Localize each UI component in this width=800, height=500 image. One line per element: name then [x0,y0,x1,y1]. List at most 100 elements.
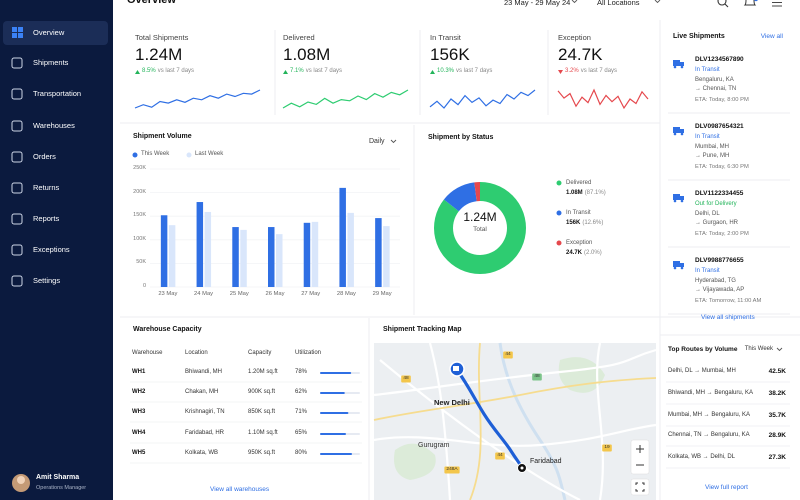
nav-icon [12,27,17,32]
map-road [428,342,452,500]
road-badge-label: 48 [403,375,409,381]
truck-wheel [673,65,677,69]
nav-item[interactable]: Overview [33,28,65,37]
route-volume: 28.9K [768,432,786,439]
view-all-shipments-link[interactable]: View all shipments [701,314,755,321]
bar [232,227,239,287]
truck-icon [680,196,684,200]
nav-item[interactable]: Transportation [33,89,82,98]
zoom-in-icon[interactable] [636,445,644,453]
shipment-status: In Transit [695,134,720,140]
fullscreen-control[interactable] [630,478,650,496]
table-cell: 850K sq.ft [248,409,276,415]
nav-icon [11,244,23,256]
panel-title: Top Routes by Volume [668,346,738,353]
table-cell: WH2 [132,389,146,395]
chevron-icon [571,0,578,4]
table-cell: 1.10M sq.ft [248,430,278,436]
search-icon[interactable] [717,0,727,6]
bar [375,218,382,287]
shipment-id[interactable]: DLV9988776655 [695,257,744,264]
bar [347,212,354,287]
nav-item[interactable]: Shipments [33,58,69,67]
date-range-select[interactable]: 23 May - 29 May 24 [504,0,571,7]
column-header: Capacity [248,350,272,356]
kpi-change: 7.1% vs last 7 days [290,68,342,75]
table-cell: Kolkata, WB [185,450,219,456]
nav-icon [11,182,23,194]
sparkline [134,89,261,109]
view-full-report-link[interactable]: View full report [705,484,748,491]
notification-icon[interactable] [743,0,757,6]
nav-icon [11,120,23,132]
period-select[interactable]: This Week [744,346,773,352]
map-road [596,342,604,500]
period-select[interactable]: Daily [369,138,385,145]
kpi-change: 3.2% vs last 7 days [565,68,617,75]
nav-item[interactable]: Returns [33,183,60,192]
route-origin-truck [453,366,459,371]
sparkline [429,89,536,109]
route-volume: 35.7K [768,412,786,419]
legend-marker [556,180,562,186]
chevron-icon [390,139,397,144]
shipment-id[interactable]: DLV1234567890 [695,56,744,63]
x-tick-label: 25 May [229,291,249,297]
shipment-eta: ETA: Today, 6:30 PM [695,164,749,170]
location-select[interactable]: All Locations [597,0,640,7]
shipment-id[interactable]: DLV0987654321 [695,123,744,130]
map-river [498,342,567,500]
nav-item[interactable]: Reports [33,214,60,223]
map-place-label: New Delhi [434,398,470,407]
route-destination-dot [520,466,524,470]
truck-icon [673,261,680,267]
nav-item[interactable]: Exceptions [33,245,70,254]
road-badge [532,373,542,381]
x-tick-label: 29 May [372,291,392,297]
shipment-destination: → Pune, MH [695,153,730,159]
truck-wheel [680,65,684,69]
table-cell: 900K sq.ft [248,389,276,395]
zoom-control[interactable] [630,439,650,475]
status-count: 1.08M [566,190,583,196]
nav-icon [11,213,23,225]
y-tick-label: 150K [133,212,146,219]
bar [311,221,319,287]
bar [240,229,247,287]
page-title: Overview [127,0,176,6]
table-cell: 62% [295,389,308,395]
map-place-label: Gurugram [418,442,450,449]
road-badge-label: 248A [446,466,458,472]
route-volume: 38.2K [768,390,786,397]
legend-value: 1.08M (87.1%) [566,190,606,197]
status-count: 24.7K [566,250,583,256]
sidebar [0,0,113,500]
nav-item[interactable]: Warehouses [33,121,75,130]
column-header: Warehouse [132,350,163,356]
truck-wheel [680,199,684,203]
truck-icon [673,194,680,200]
legend-marker [556,240,562,246]
nav-item[interactable]: Settings [33,276,61,285]
table-cell: Krishnagiri, TN [185,409,225,415]
view-all-warehouses-link[interactable]: View all warehouses [210,486,270,493]
truck-icon [680,62,684,66]
panel-title: Shipment by Status [428,134,494,141]
bar [268,227,275,287]
truck-icon [673,60,680,66]
nav-icon [11,151,23,163]
route-volume: 27.3K [768,454,786,461]
table-cell: WH4 [132,430,146,436]
kpi-change-note: vs last 7 days [305,68,343,74]
route-name: Chennai, TN → Bengaluru, KA [668,432,750,438]
legend-marker [186,152,192,158]
utilization-bar [320,372,352,374]
change-arrow [283,70,288,74]
bar [276,234,283,287]
route-name: Delhi, DL → Mumbai, MH [668,368,736,374]
nav-item[interactable]: Orders [33,152,56,161]
panel-title: Shipment Volume [133,133,192,140]
shipment-id[interactable]: DLV1122334455 [695,190,744,197]
view-all-link[interactable]: View all [760,33,783,40]
bar [303,222,311,287]
